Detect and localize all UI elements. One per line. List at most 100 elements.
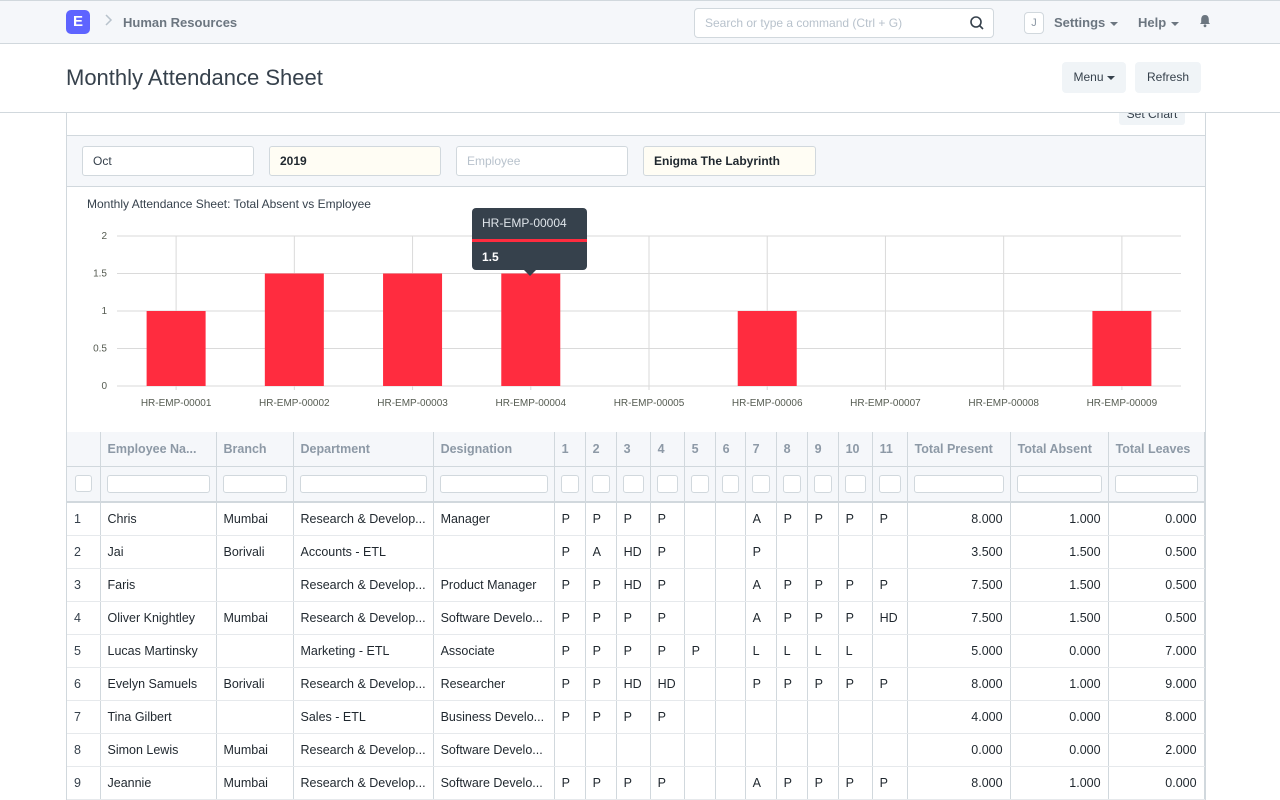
table-cell[interactable]: P: [838, 502, 873, 536]
table-cell[interactable]: Software Develo...: [433, 601, 555, 635]
bell-icon[interactable]: [1198, 14, 1212, 28]
column-header[interactable]: 1: [554, 432, 586, 467]
table-cell[interactable]: P: [585, 766, 617, 800]
column-filter-input[interactable]: [591, 474, 610, 493]
table-cell[interactable]: Borivali: [216, 667, 294, 701]
table-cell[interactable]: [715, 601, 746, 635]
bar[interactable]: [146, 311, 206, 386]
table-cell[interactable]: [715, 667, 746, 701]
table-cell[interactable]: P: [807, 502, 839, 536]
table-cell[interactable]: [807, 700, 839, 734]
table-cell[interactable]: A: [745, 601, 777, 635]
table-cell[interactable]: Jai: [100, 535, 217, 569]
bar[interactable]: [264, 273, 324, 387]
table-cell[interactable]: L: [807, 634, 839, 668]
table-cell[interactable]: [684, 502, 716, 536]
table-cell[interactable]: 1.000: [1010, 667, 1109, 701]
table-cell[interactable]: A: [745, 766, 777, 800]
table-cell[interactable]: [838, 700, 873, 734]
table-cell[interactable]: Research & Develop...: [293, 766, 434, 800]
table-cell[interactable]: [684, 568, 716, 602]
table-cell[interactable]: P: [807, 568, 839, 602]
table-cell[interactable]: [872, 535, 908, 569]
table-cell[interactable]: Research & Develop...: [293, 733, 434, 767]
table-cell[interactable]: Researcher: [433, 667, 555, 701]
table-cell[interactable]: P: [585, 667, 617, 701]
table-cell[interactable]: [745, 733, 777, 767]
table-cell[interactable]: [715, 634, 746, 668]
table-cell[interactable]: 8.000: [907, 766, 1011, 800]
table-cell[interactable]: HD: [616, 568, 651, 602]
table-cell[interactable]: P: [554, 667, 586, 701]
set-chart-button[interactable]: Set Chart: [1119, 113, 1185, 125]
table-cell[interactable]: P: [745, 535, 777, 569]
table-cell[interactable]: [715, 766, 746, 800]
column-filter-input[interactable]: [439, 474, 548, 493]
table-cell[interactable]: [216, 568, 294, 602]
table-cell[interactable]: Sales - ETL: [293, 700, 434, 734]
column-header[interactable]: Employee Na...: [100, 432, 217, 467]
table-cell[interactable]: HD: [650, 667, 685, 701]
table-cell[interactable]: A: [745, 568, 777, 602]
bar[interactable]: [737, 311, 797, 386]
table-cell[interactable]: P: [554, 568, 586, 602]
table-cell[interactable]: P: [838, 568, 873, 602]
table-cell[interactable]: [684, 667, 716, 701]
table-cell[interactable]: 5.000: [907, 634, 1011, 668]
column-header[interactable]: 8: [776, 432, 808, 467]
table-cell[interactable]: [872, 634, 908, 668]
column-header[interactable]: 10: [838, 432, 873, 467]
column-header[interactable]: Total Present: [907, 432, 1011, 467]
table-cell[interactable]: [776, 700, 808, 734]
table-row[interactable]: 8 Simon Lewis Mumbai Research & Develop... S…: [67, 733, 1205, 767]
table-cell[interactable]: P: [807, 766, 839, 800]
table-cell[interactable]: 8.000: [907, 667, 1011, 701]
table-cell[interactable]: P: [807, 601, 839, 635]
table-cell[interactable]: 0.000: [1010, 733, 1109, 767]
table-cell[interactable]: P: [745, 667, 777, 701]
column-filter-input[interactable]: [690, 474, 709, 493]
table-cell[interactable]: [807, 535, 839, 569]
table-row[interactable]: 4 Oliver Knightley Mumbai Research & Develo…: [67, 601, 1205, 635]
table-cell[interactable]: P: [616, 634, 651, 668]
table-cell[interactable]: P: [585, 502, 617, 536]
table-cell[interactable]: [745, 700, 777, 734]
table-cell[interactable]: Simon Lewis: [100, 733, 217, 767]
table-cell[interactable]: P: [776, 667, 808, 701]
table-cell[interactable]: [433, 535, 555, 569]
column-filter-input[interactable]: [813, 474, 832, 493]
table-cell[interactable]: Mumbai: [216, 601, 294, 635]
table-row[interactable]: 7 Tina Gilbert Sales - ETL Business Develo.…: [67, 700, 1205, 734]
table-cell[interactable]: Manager: [433, 502, 555, 536]
column-filter-input[interactable]: [721, 474, 739, 493]
column-header[interactable]: Designation: [433, 432, 555, 467]
column-filter-input[interactable]: [913, 474, 1004, 493]
column-filter-input[interactable]: [106, 474, 210, 493]
table-cell[interactable]: P: [838, 766, 873, 800]
table-cell[interactable]: P: [616, 601, 651, 635]
table-cell[interactable]: A: [585, 535, 617, 569]
table-cell[interactable]: 1.500: [1010, 535, 1109, 569]
table-cell[interactable]: P: [650, 568, 685, 602]
table-cell[interactable]: 7.000: [1108, 634, 1205, 668]
column-header[interactable]: Total Absent: [1010, 432, 1109, 467]
column-filter-input[interactable]: [1016, 474, 1102, 493]
table-cell[interactable]: Accounts - ETL: [293, 535, 434, 569]
table-cell[interactable]: [554, 733, 586, 767]
table-cell[interactable]: P: [585, 601, 617, 635]
table-cell[interactable]: P: [616, 502, 651, 536]
table-cell[interactable]: [684, 601, 716, 635]
table-cell[interactable]: Marketing - ETL: [293, 634, 434, 668]
column-filter-input[interactable]: [782, 474, 801, 493]
table-row[interactable]: 9 Jeannie Mumbai Research & Develop... Softw…: [67, 766, 1205, 800]
table-cell[interactable]: P: [650, 535, 685, 569]
table-cell[interactable]: HD: [616, 667, 651, 701]
table-cell[interactable]: Mumbai: [216, 502, 294, 536]
table-cell[interactable]: [684, 733, 716, 767]
table-cell[interactable]: P: [554, 502, 586, 536]
column-header[interactable]: 9: [807, 432, 839, 467]
table-cell[interactable]: [715, 502, 746, 536]
table-cell[interactable]: P: [554, 766, 586, 800]
help-dropdown[interactable]: Help: [1138, 15, 1180, 30]
table-cell[interactable]: L: [838, 634, 873, 668]
